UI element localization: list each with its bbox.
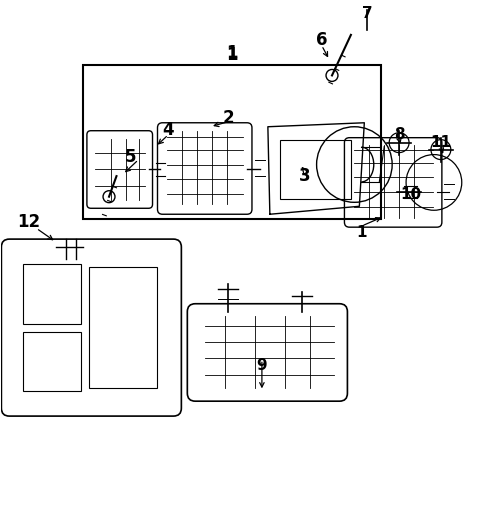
Bar xyxy=(23,264,81,324)
Text: 3: 3 xyxy=(299,168,311,186)
Bar xyxy=(23,332,81,391)
Bar xyxy=(89,267,156,388)
Text: 1: 1 xyxy=(356,225,367,240)
Text: 4: 4 xyxy=(163,121,174,139)
Text: 5: 5 xyxy=(125,148,136,166)
Text: 6: 6 xyxy=(316,31,327,49)
Text: 8: 8 xyxy=(394,127,404,142)
Text: 1: 1 xyxy=(226,46,238,64)
Text: 2: 2 xyxy=(222,109,234,127)
Text: 10: 10 xyxy=(400,187,421,202)
Text: 1: 1 xyxy=(226,44,238,62)
Text: 12: 12 xyxy=(18,213,41,231)
Text: 9: 9 xyxy=(257,358,267,373)
Bar xyxy=(280,140,351,199)
Bar xyxy=(83,65,381,219)
Text: 11: 11 xyxy=(430,135,451,150)
Text: 7: 7 xyxy=(362,6,372,21)
